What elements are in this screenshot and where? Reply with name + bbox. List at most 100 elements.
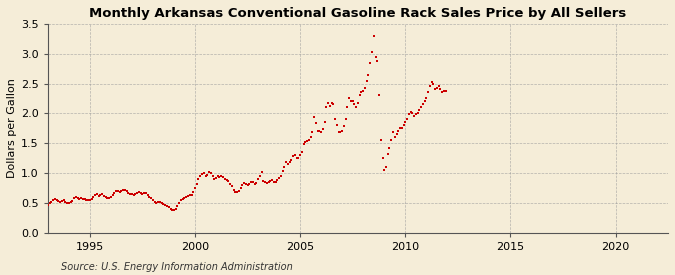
Y-axis label: Dollars per Gallon: Dollars per Gallon bbox=[7, 78, 17, 178]
Point bbox=[439, 89, 450, 93]
Point bbox=[300, 140, 310, 144]
Point bbox=[230, 190, 241, 194]
Point bbox=[148, 197, 159, 202]
Point bbox=[281, 160, 292, 164]
Point bbox=[97, 192, 107, 196]
Point bbox=[293, 156, 304, 160]
Point bbox=[290, 153, 300, 157]
Point bbox=[258, 178, 269, 183]
Point bbox=[440, 89, 451, 93]
Point bbox=[188, 190, 198, 194]
Point bbox=[55, 199, 65, 204]
Point bbox=[119, 187, 130, 192]
Point bbox=[213, 174, 223, 178]
Point bbox=[69, 196, 80, 200]
Point bbox=[417, 102, 428, 107]
Point bbox=[431, 86, 442, 90]
Point bbox=[93, 194, 104, 198]
Point bbox=[267, 178, 277, 182]
Point bbox=[86, 196, 97, 201]
Point bbox=[384, 146, 395, 150]
Point bbox=[408, 114, 419, 119]
Point bbox=[125, 192, 136, 196]
Point bbox=[337, 129, 348, 133]
Point bbox=[284, 160, 295, 164]
Point bbox=[330, 117, 341, 122]
Point bbox=[142, 193, 153, 197]
Point bbox=[117, 187, 128, 192]
Point bbox=[74, 196, 85, 201]
Point bbox=[158, 202, 169, 206]
Point bbox=[149, 199, 160, 204]
Point bbox=[107, 193, 118, 197]
Point bbox=[209, 177, 220, 181]
Point bbox=[244, 182, 254, 186]
Point bbox=[61, 200, 72, 205]
Point bbox=[369, 34, 379, 38]
Point bbox=[105, 194, 116, 199]
Point bbox=[99, 193, 109, 198]
Point bbox=[405, 110, 416, 114]
Point bbox=[165, 207, 176, 211]
Point bbox=[195, 174, 206, 178]
Point bbox=[331, 123, 342, 127]
Point bbox=[122, 189, 132, 193]
Point bbox=[321, 105, 332, 109]
Point bbox=[314, 129, 325, 133]
Point bbox=[76, 196, 86, 200]
Point bbox=[428, 81, 439, 86]
Point bbox=[204, 169, 215, 174]
Text: Source: U.S. Energy Information Administration: Source: U.S. Energy Information Administ… bbox=[61, 262, 292, 272]
Point bbox=[127, 192, 138, 197]
Point bbox=[88, 194, 99, 199]
Point bbox=[328, 102, 339, 107]
Point bbox=[421, 96, 432, 101]
Point bbox=[139, 191, 150, 195]
Point bbox=[316, 130, 327, 134]
Point bbox=[370, 54, 381, 59]
Point bbox=[404, 112, 414, 117]
Point bbox=[419, 99, 430, 104]
Point bbox=[221, 178, 232, 182]
Point bbox=[381, 165, 392, 169]
Point bbox=[414, 108, 425, 112]
Point bbox=[305, 135, 316, 139]
Point bbox=[170, 207, 181, 211]
Point bbox=[302, 139, 313, 144]
Point bbox=[83, 198, 94, 203]
Point bbox=[58, 198, 69, 203]
Point bbox=[155, 199, 165, 204]
Point bbox=[395, 126, 406, 130]
Point bbox=[379, 168, 389, 172]
Point bbox=[367, 50, 377, 54]
Point bbox=[361, 78, 372, 83]
Point bbox=[176, 197, 186, 202]
Point bbox=[282, 162, 293, 166]
Point bbox=[151, 200, 162, 205]
Point bbox=[45, 201, 55, 205]
Point bbox=[190, 186, 200, 190]
Point bbox=[342, 105, 353, 109]
Point bbox=[323, 100, 333, 105]
Point bbox=[272, 178, 283, 182]
Point bbox=[123, 190, 134, 195]
Point bbox=[386, 138, 397, 142]
Point bbox=[49, 196, 60, 201]
Point bbox=[111, 189, 122, 193]
Point bbox=[60, 199, 71, 204]
Point bbox=[251, 181, 262, 185]
Point bbox=[263, 180, 274, 184]
Point bbox=[412, 111, 423, 116]
Point bbox=[261, 181, 272, 185]
Point bbox=[65, 200, 76, 204]
Point bbox=[200, 174, 211, 178]
Point bbox=[134, 190, 144, 194]
Point bbox=[410, 112, 421, 117]
Point bbox=[374, 93, 385, 98]
Point bbox=[304, 138, 315, 142]
Point bbox=[114, 190, 125, 194]
Point bbox=[242, 183, 253, 187]
Point bbox=[416, 105, 427, 109]
Point bbox=[407, 111, 418, 116]
Point bbox=[400, 120, 410, 125]
